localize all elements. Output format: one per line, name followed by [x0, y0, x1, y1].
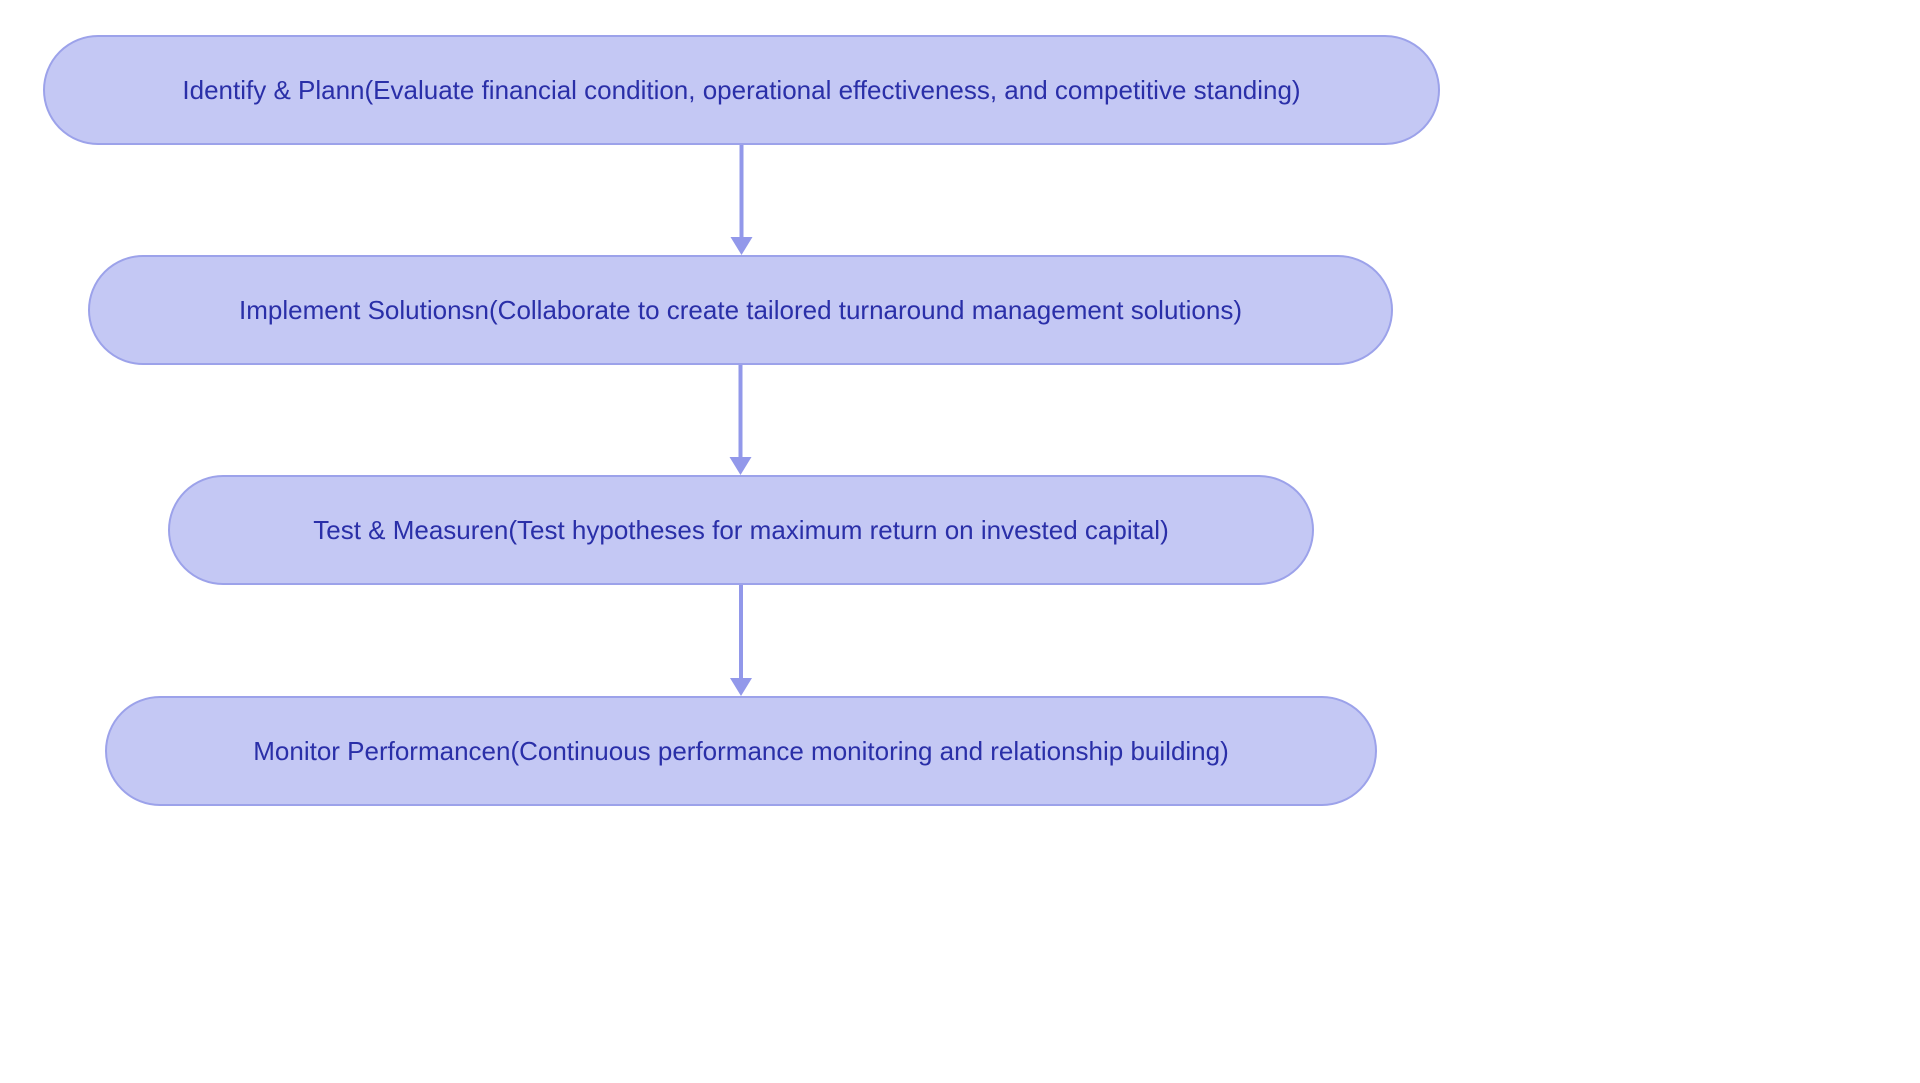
flow-node-label: Test & Measuren(Test hypotheses for maxi… — [313, 515, 1169, 546]
flow-node-implement-solutions: Implement Solutionsn(Collaborate to crea… — [88, 255, 1393, 365]
flow-node-identify-plan: Identify & Plann(Evaluate financial cond… — [43, 35, 1440, 145]
flow-node-monitor-performance: Monitor Performancen(Continuous performa… — [105, 696, 1377, 806]
flowchart-canvas: Identify & Plann(Evaluate financial cond… — [0, 0, 1920, 1083]
flow-node-label: Monitor Performancen(Continuous performa… — [253, 736, 1229, 767]
flow-node-label: Identify & Plann(Evaluate financial cond… — [182, 75, 1300, 106]
flow-node-label: Implement Solutionsn(Collaborate to crea… — [239, 295, 1242, 326]
flow-node-test-measure: Test & Measuren(Test hypotheses for maxi… — [168, 475, 1314, 585]
